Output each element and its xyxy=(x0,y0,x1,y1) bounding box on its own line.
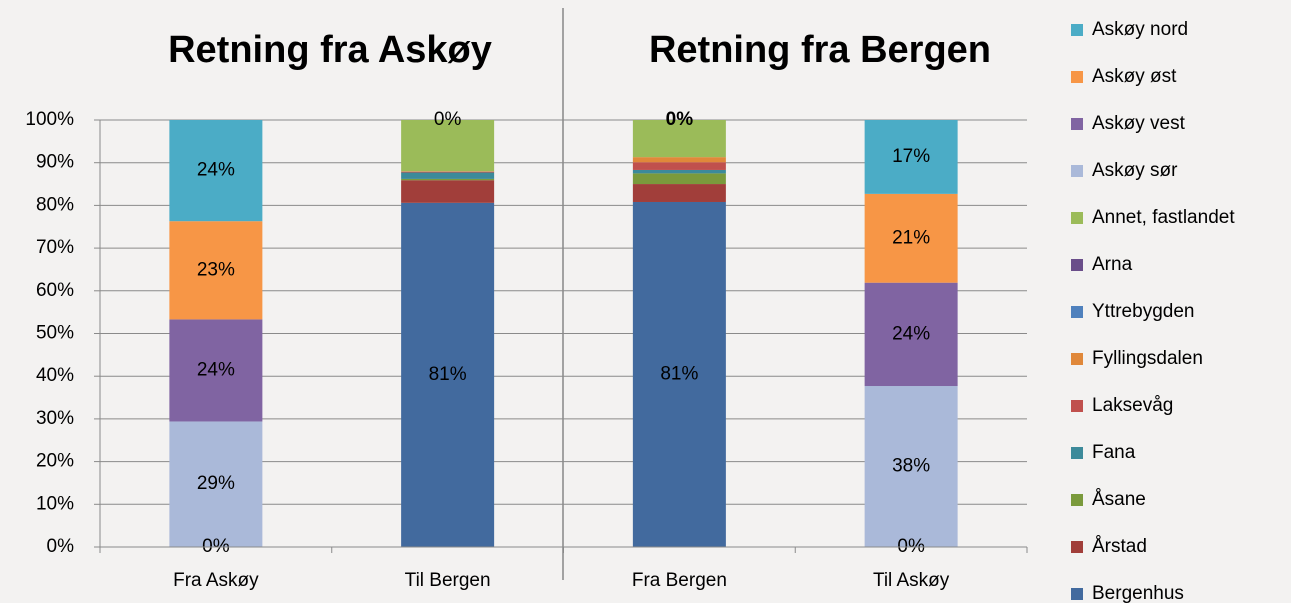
data-label: 81% xyxy=(429,364,467,385)
bar-segment xyxy=(864,282,958,387)
chart-title: Retning fra Bergen xyxy=(649,29,991,71)
bar-segment xyxy=(864,193,958,283)
legend-label: Askøy nord xyxy=(1092,19,1188,40)
data-label: 21% xyxy=(892,227,930,248)
bar-segment xyxy=(632,184,726,202)
data-label: 24% xyxy=(892,323,930,344)
legend-swatch xyxy=(1071,447,1083,459)
legend-swatch xyxy=(1071,588,1083,600)
x-tick-label: Til Askøy xyxy=(873,570,950,591)
legend-swatch xyxy=(1071,494,1083,506)
legend-label: Åsane xyxy=(1092,489,1146,510)
legend-label: Laksevåg xyxy=(1092,395,1173,416)
legend-swatch xyxy=(1071,306,1083,318)
y-tick-label: 50% xyxy=(36,323,74,344)
bar-segment xyxy=(864,386,958,547)
y-tick-label: 90% xyxy=(36,152,74,173)
bar-segment xyxy=(632,157,726,163)
bar-segment xyxy=(169,421,263,547)
legend-label: Fana xyxy=(1092,442,1136,463)
data-label: 24% xyxy=(197,359,235,380)
y-tick-label: 40% xyxy=(36,365,74,386)
legend-label: Bergenhus xyxy=(1092,583,1184,603)
legend-label: Årstad xyxy=(1092,536,1147,557)
legend-swatch xyxy=(1071,71,1083,83)
x-tick-label: Fra Askøy xyxy=(173,570,259,591)
bar-segment xyxy=(401,172,495,179)
bar-segment xyxy=(632,173,726,185)
chart-title: Retning fra Askøy xyxy=(168,29,492,71)
bar-segment xyxy=(401,202,495,547)
legend-swatch xyxy=(1071,165,1083,177)
data-label: 0% xyxy=(666,109,694,130)
x-tick-label: Til Bergen xyxy=(405,570,491,591)
y-tick-label: 60% xyxy=(36,280,74,301)
legend-label: Yttrebygden xyxy=(1092,301,1194,322)
bar-segment xyxy=(864,120,958,194)
y-tick-label: 10% xyxy=(36,493,74,514)
legend-label: Arna xyxy=(1092,254,1133,275)
data-label: 0% xyxy=(434,109,462,130)
y-tick-label: 30% xyxy=(36,408,74,429)
y-tick-label: 80% xyxy=(36,194,74,215)
legend-label: Askøy øst xyxy=(1092,66,1177,87)
data-label: 24% xyxy=(197,160,235,181)
legend-swatch xyxy=(1071,353,1083,365)
y-tick-label: 100% xyxy=(25,109,74,130)
bar-segment xyxy=(169,319,263,422)
data-label: 29% xyxy=(197,473,235,494)
legend-swatch xyxy=(1071,24,1083,36)
bar-segment xyxy=(401,180,495,203)
legend-swatch xyxy=(1071,259,1083,271)
bar-segment xyxy=(401,178,495,181)
y-tick-label: 0% xyxy=(47,536,75,557)
bar-segment xyxy=(632,120,726,158)
legend-label: Askøy vest xyxy=(1092,113,1186,134)
legend-swatch xyxy=(1071,212,1083,224)
bar-segment xyxy=(632,162,726,170)
bar-segment xyxy=(632,169,726,174)
bar-segment xyxy=(169,120,263,222)
data-label: 23% xyxy=(197,259,235,280)
bar-segment xyxy=(632,201,726,547)
legend-swatch xyxy=(1071,118,1083,130)
data-label: 81% xyxy=(660,364,698,385)
data-label: 38% xyxy=(892,456,930,477)
bar-segment xyxy=(401,171,495,173)
x-tick-label: Fra Bergen xyxy=(632,570,727,591)
data-label: 17% xyxy=(892,146,930,167)
bar-segment xyxy=(169,221,263,320)
legend-label: Askøy sør xyxy=(1092,160,1178,181)
legend-swatch xyxy=(1071,400,1083,412)
legend-label: Annet, fastlandet xyxy=(1092,207,1235,228)
legend-swatch xyxy=(1071,541,1083,553)
y-tick-label: 20% xyxy=(36,451,74,472)
y-tick-label: 70% xyxy=(36,237,74,258)
bar-segment xyxy=(401,120,495,172)
legend-label: Fyllingsdalen xyxy=(1092,348,1203,369)
